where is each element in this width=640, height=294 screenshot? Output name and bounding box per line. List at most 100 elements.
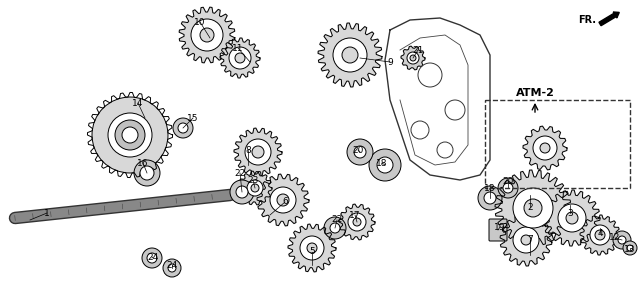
- Text: 9: 9: [387, 58, 393, 66]
- Circle shape: [410, 55, 416, 61]
- Polygon shape: [401, 46, 425, 70]
- Text: 24: 24: [166, 260, 178, 270]
- Text: 6: 6: [282, 198, 288, 206]
- Circle shape: [590, 225, 610, 245]
- Circle shape: [503, 183, 513, 193]
- Circle shape: [168, 264, 176, 272]
- Circle shape: [200, 28, 214, 42]
- Circle shape: [173, 118, 193, 138]
- Circle shape: [498, 178, 518, 198]
- Polygon shape: [257, 174, 309, 226]
- FancyArrow shape: [599, 12, 620, 26]
- Circle shape: [108, 113, 152, 157]
- Circle shape: [524, 199, 542, 217]
- Circle shape: [92, 97, 168, 173]
- Circle shape: [251, 184, 259, 192]
- Circle shape: [247, 180, 263, 196]
- Circle shape: [558, 204, 586, 232]
- Circle shape: [347, 139, 373, 165]
- Circle shape: [307, 243, 317, 253]
- Circle shape: [595, 230, 605, 240]
- Circle shape: [369, 149, 401, 181]
- Polygon shape: [238, 171, 272, 205]
- Text: 20: 20: [352, 146, 364, 155]
- Polygon shape: [500, 214, 552, 266]
- Circle shape: [252, 146, 264, 158]
- Circle shape: [333, 38, 367, 72]
- Circle shape: [521, 235, 531, 245]
- Circle shape: [377, 157, 393, 173]
- Circle shape: [533, 136, 557, 160]
- FancyBboxPatch shape: [489, 219, 507, 241]
- Text: 2: 2: [527, 203, 533, 211]
- Text: 23: 23: [247, 176, 259, 185]
- Text: 11: 11: [232, 44, 244, 53]
- Circle shape: [513, 188, 553, 228]
- Text: 22: 22: [234, 168, 246, 178]
- Text: 3: 3: [567, 208, 573, 218]
- Circle shape: [478, 186, 502, 210]
- Text: 1: 1: [44, 208, 50, 218]
- Circle shape: [191, 19, 223, 51]
- Text: FR.: FR.: [578, 15, 596, 25]
- Circle shape: [540, 143, 550, 153]
- Text: 20: 20: [502, 176, 514, 186]
- Text: 19: 19: [494, 223, 506, 231]
- Circle shape: [115, 120, 145, 150]
- Circle shape: [134, 160, 160, 186]
- Text: 18: 18: [484, 183, 496, 193]
- Circle shape: [484, 192, 496, 204]
- Circle shape: [142, 248, 162, 268]
- Circle shape: [270, 187, 296, 213]
- Text: ATM-2: ATM-2: [516, 88, 554, 98]
- Circle shape: [407, 52, 419, 64]
- Text: 13: 13: [624, 245, 636, 255]
- Circle shape: [627, 245, 633, 251]
- Circle shape: [348, 213, 366, 231]
- Circle shape: [236, 186, 248, 198]
- Circle shape: [230, 180, 254, 204]
- Text: 21: 21: [412, 46, 424, 54]
- Text: 14: 14: [132, 98, 144, 108]
- Text: 24: 24: [147, 253, 159, 261]
- Text: 17: 17: [349, 211, 361, 220]
- Circle shape: [354, 146, 366, 158]
- Circle shape: [245, 139, 271, 165]
- Text: 16: 16: [137, 158, 148, 168]
- Text: 7: 7: [527, 235, 533, 245]
- Polygon shape: [288, 224, 336, 272]
- Circle shape: [330, 223, 340, 233]
- Circle shape: [147, 253, 157, 263]
- Circle shape: [353, 218, 361, 226]
- Circle shape: [229, 47, 251, 69]
- Text: 22: 22: [332, 216, 342, 225]
- Polygon shape: [339, 204, 375, 240]
- Circle shape: [277, 194, 289, 206]
- Polygon shape: [179, 7, 235, 63]
- Circle shape: [300, 236, 324, 260]
- Text: 18: 18: [376, 158, 388, 168]
- Polygon shape: [220, 38, 260, 78]
- Circle shape: [566, 212, 578, 224]
- Polygon shape: [544, 190, 600, 246]
- Circle shape: [235, 53, 245, 63]
- Circle shape: [324, 217, 346, 239]
- Circle shape: [623, 241, 637, 255]
- Circle shape: [140, 166, 154, 180]
- Text: 10: 10: [195, 18, 205, 26]
- Polygon shape: [318, 23, 382, 87]
- Circle shape: [122, 127, 138, 143]
- Text: 8: 8: [245, 146, 251, 155]
- Circle shape: [178, 123, 188, 133]
- Circle shape: [342, 47, 358, 63]
- Circle shape: [618, 236, 626, 244]
- Polygon shape: [495, 170, 571, 246]
- Text: 5: 5: [309, 248, 315, 256]
- Polygon shape: [523, 126, 567, 170]
- Text: 4: 4: [597, 228, 603, 238]
- Polygon shape: [234, 128, 282, 176]
- Circle shape: [163, 259, 181, 277]
- Circle shape: [613, 231, 631, 249]
- Polygon shape: [580, 215, 620, 255]
- Text: 15: 15: [188, 113, 199, 123]
